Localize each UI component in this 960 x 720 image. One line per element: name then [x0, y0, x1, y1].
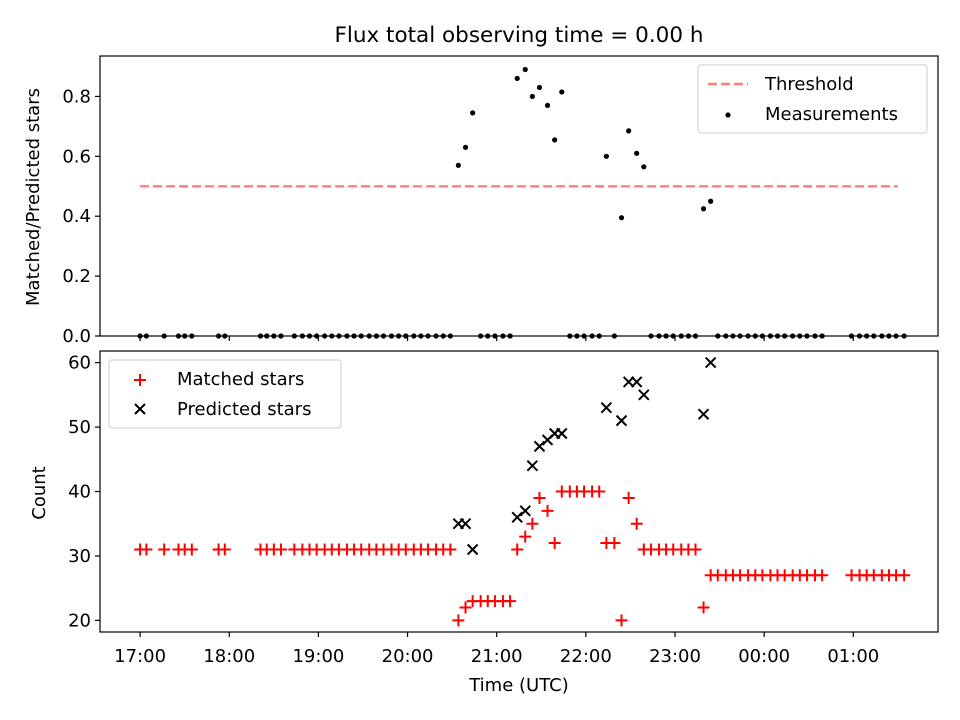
matched-star-point [459, 601, 472, 614]
bottom-ytick-label: 50 [68, 417, 91, 438]
measurements-legend-label: Measurements [765, 104, 898, 125]
bottom-xtick-label: 20:00 [382, 646, 434, 667]
matched-legend-marker [134, 374, 146, 386]
matched-star-point [533, 491, 546, 504]
measurement-point [522, 66, 528, 73]
bottom-ytick-label: 60 [68, 353, 91, 374]
measurement-point [700, 206, 707, 212]
predicted-star-point [511, 511, 523, 523]
top-panel: Matched/Predicted stars 0.00.20.40.60.8 … [23, 55, 939, 347]
matched-star-point [504, 595, 517, 608]
bottom-ticks: 20 30 40 50 60 17:00 18:00 19:00 20:00 21:00 22:00… [68, 353, 879, 667]
bottom-marks [134, 356, 911, 627]
bottom-xtick-label: 21:00 [471, 646, 523, 667]
matched-star-point [218, 543, 231, 556]
matched-star-point [898, 569, 911, 582]
bottom-xtick-label: 18:00 [203, 646, 255, 667]
top-ticks: 0.0 0.2 0.4 0.6 0.8 [62, 86, 854, 347]
measurement-point [536, 84, 543, 91]
matched-star-point [185, 543, 198, 556]
measurement-point [641, 164, 647, 170]
top-ytick-label: 0.6 [62, 146, 91, 167]
predicted-star-point [533, 440, 546, 453]
threshold-legend-label: Threshold [764, 74, 854, 95]
matched-star-point [444, 543, 457, 556]
measurement-point [514, 75, 520, 82]
top-legend: Threshold Measurements [697, 64, 928, 134]
measurement-point [544, 102, 551, 109]
top-ylabel: Matched/Predicted stars [23, 88, 44, 306]
measurement-point [626, 128, 632, 134]
chart-title: Flux total observing time = 0.00 h [335, 23, 704, 48]
matched-star-point [548, 537, 561, 550]
top-marks [137, 66, 907, 339]
bottom-legend: Matched stars Predicted stars [108, 359, 342, 429]
predicted-star-point [638, 389, 650, 401]
bottom-xtick-label: 19:00 [292, 646, 344, 667]
predicted-star-point [526, 460, 539, 472]
matched-star-point [140, 543, 153, 556]
bottom-ylabel: Count [29, 466, 50, 519]
matched-star-point [630, 517, 643, 530]
bottom-ytick-label: 40 [68, 482, 91, 503]
top-axes-frame [99, 55, 939, 337]
matched-star-point [608, 537, 621, 550]
matched-star-point [274, 543, 287, 556]
bottom-xtick-label: 01:00 [827, 646, 879, 667]
matched-legend-label: Matched stars [177, 369, 304, 390]
matched-star-point [452, 614, 465, 627]
measurement-point [462, 144, 469, 150]
matched-star-point [541, 504, 554, 517]
bottom-xtick-label: 22:00 [560, 646, 612, 667]
measurements-legend-marker [725, 112, 731, 118]
bottom-xtick-label: 23:00 [649, 646, 701, 667]
measurement-point [529, 93, 535, 100]
predicted-legend-marker [134, 403, 146, 415]
matched-star-point [622, 491, 635, 504]
measurement-point [552, 137, 558, 143]
matched-star-point [697, 601, 710, 614]
top-ytick-label: 0.2 [62, 266, 91, 287]
measurement-point [708, 198, 714, 204]
matched-star-point [689, 543, 702, 556]
measurement-point [634, 150, 640, 156]
matched-star-point [615, 614, 628, 627]
predicted-star-point [466, 543, 479, 556]
measurement-point [603, 153, 609, 159]
bottom-legend-box [108, 359, 342, 429]
bottom-xtick-label: 17:00 [114, 646, 166, 667]
bottom-panel: Count 20 30 40 50 60 17:00 18:00 19:00 20:00 21:0… [29, 350, 939, 696]
top-ytick-label: 0.8 [62, 86, 91, 107]
predicted-star-point [519, 505, 531, 517]
predicted-star-point [615, 414, 628, 427]
matched-star-point [511, 543, 524, 556]
bottom-ytick-label: 20 [68, 610, 91, 631]
predicted-star-point [556, 427, 568, 440]
matched-star-point [158, 543, 171, 556]
matched-star-point [593, 485, 606, 498]
measurement-point [455, 162, 461, 168]
bottom-xlabel: Time (UTC) [468, 675, 569, 696]
measurement-point [559, 89, 565, 95]
top-ytick-label: 0.4 [62, 206, 91, 227]
bottom-ytick-label: 30 [68, 546, 91, 567]
matched-star-point [519, 530, 532, 543]
predicted-star-point [600, 402, 613, 414]
measurement-point [470, 110, 476, 116]
predicted-star-point [697, 408, 710, 420]
bottom-xtick-label: 00:00 [738, 646, 790, 667]
measurement-point [618, 215, 625, 221]
predicted-legend-label: Predicted stars [177, 399, 311, 420]
top-ytick-label: 0.0 [62, 326, 91, 347]
matched-star-point [526, 517, 539, 530]
predicted-star-point [630, 376, 643, 388]
matched-star-point [816, 569, 829, 582]
top-legend-box [697, 64, 928, 134]
predicted-star-point [704, 356, 717, 369]
predicted-star-point [459, 518, 472, 530]
